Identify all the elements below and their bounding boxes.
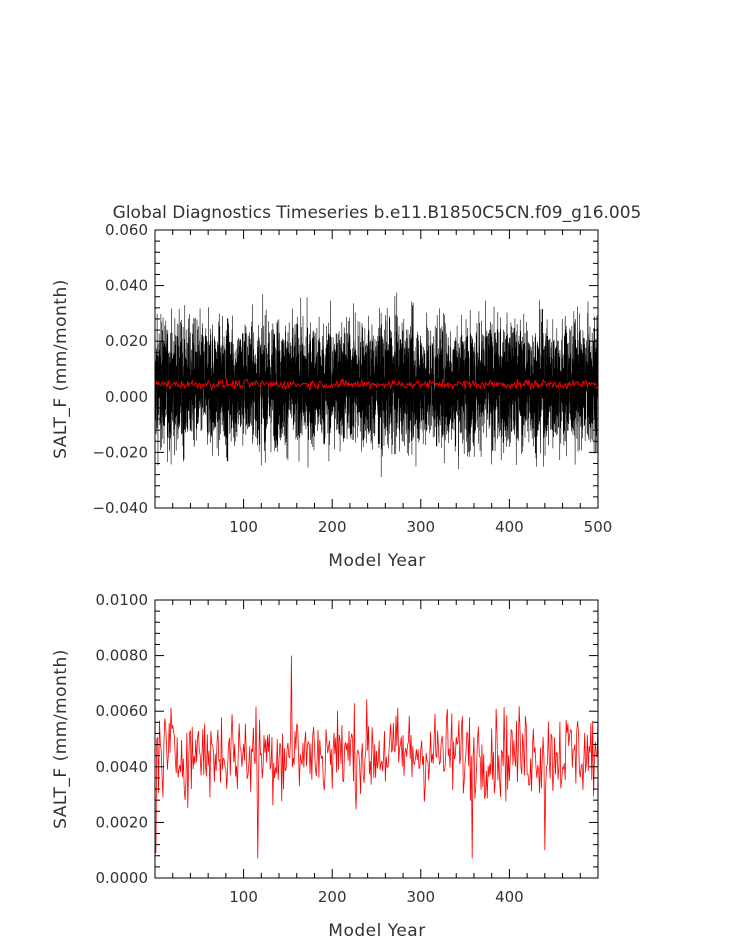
x-tick-label: 300 [406,888,435,906]
x-axis-label: Model Year [328,551,425,571]
bottom-chart: 100 200 300 400 0.0000 0.0020 0.0040 0.0060 0.00… [51,591,599,941]
x-tick-label: 300 [406,518,435,536]
y-tick-label: 0.000 [105,388,148,406]
x-tick-label: 400 [495,518,524,536]
x-tick-label: 200 [318,888,347,906]
plot-frame [154,229,599,509]
series-line-monthly [154,292,599,478]
axis-ticks: 100 200 300 400 0.0000 0.0020 0.0040 0.0060 0.00… [96,591,598,906]
series-line-annual [155,655,599,859]
y-tick-label: 0.0080 [96,647,149,665]
x-axis-label: Model Year [328,921,425,941]
y-tick-label: −0.020 [92,443,148,461]
y-tick-label: 0.040 [105,277,148,295]
y-axis-label: SALT_F (mm/month) [51,649,71,829]
y-tick-label: 0.0020 [96,813,149,831]
axis-ticks: 100 200 300 400 500 −0.040 −0.020 0.000 0.020 0.0… [92,221,612,536]
x-tick-label: 100 [229,518,258,536]
plot-area [155,655,599,859]
y-tick-label: 0.0060 [96,702,149,720]
plot-frame [154,599,599,879]
y-tick-label: 0.0000 [96,869,149,887]
plot-area [154,292,599,478]
x-tick-label: 500 [584,518,613,536]
top-chart: Global Diagnostics Timeseries b.e11.B185… [51,203,641,571]
y-tick-label: 0.020 [105,332,148,350]
y-tick-label: 0.0100 [96,591,149,609]
x-tick-label: 200 [318,518,347,536]
chart-title: Global Diagnostics Timeseries b.e11.B185… [113,203,642,223]
x-tick-label: 400 [495,888,524,906]
y-tick-label: 0.060 [105,221,148,239]
series-line-annual [155,378,599,392]
x-tick-label: 100 [229,888,258,906]
y-tick-label: −0.040 [92,499,148,517]
y-axis-label: SALT_F (mm/month) [51,279,71,459]
y-tick-label: 0.0040 [96,758,149,776]
